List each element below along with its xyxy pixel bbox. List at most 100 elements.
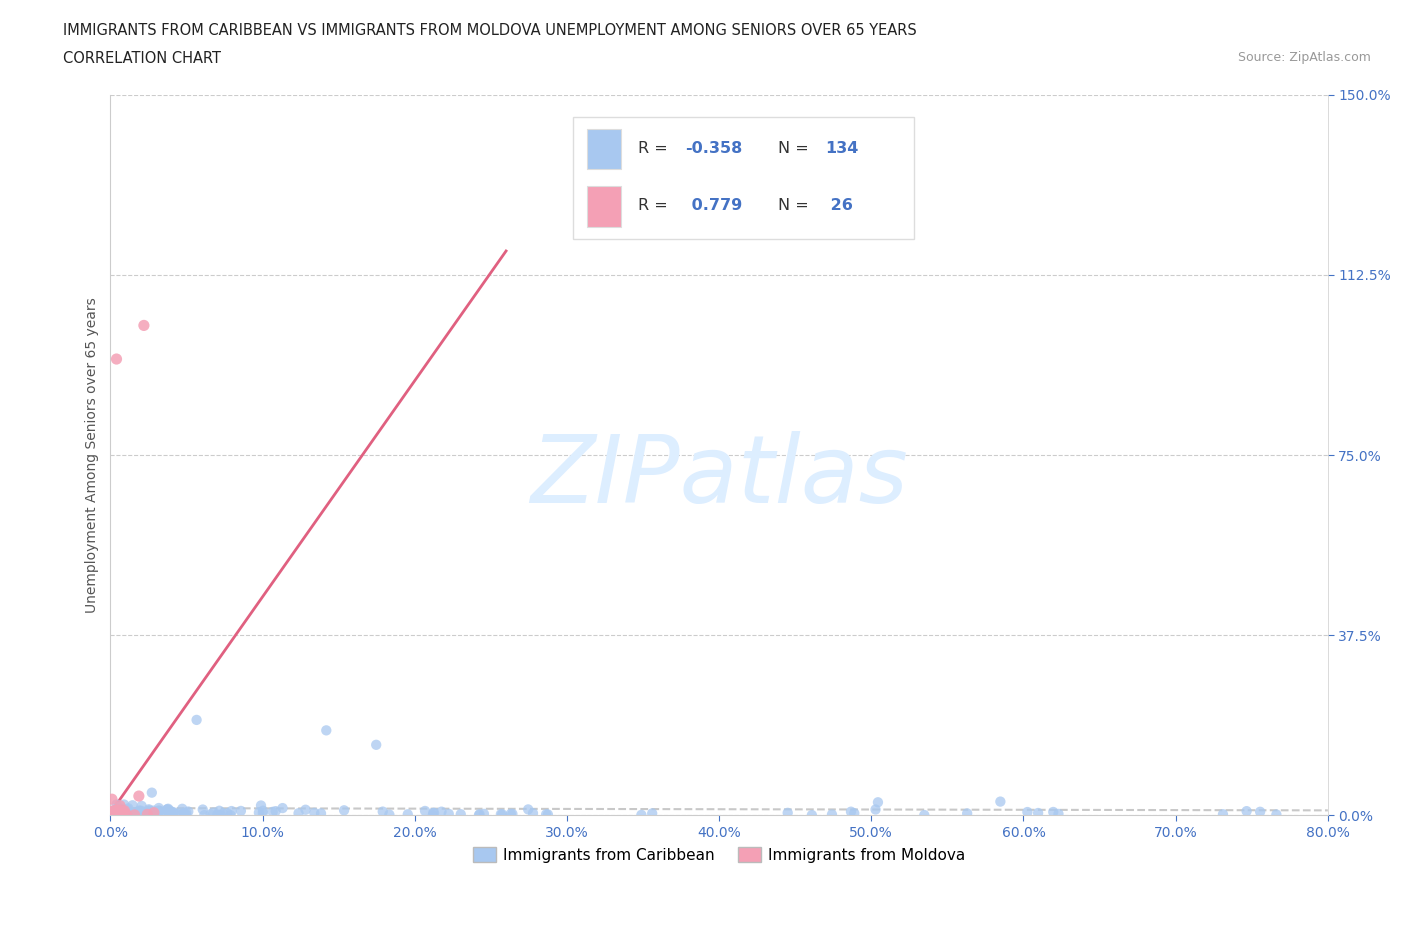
Point <box>202 805 225 820</box>
Point <box>107 800 129 815</box>
Point <box>221 804 243 818</box>
Point <box>159 805 181 820</box>
Point <box>121 798 143 813</box>
Point <box>131 807 153 822</box>
Point <box>262 804 284 819</box>
Point <box>174 807 197 822</box>
Point <box>146 806 169 821</box>
Point <box>128 804 150 818</box>
Point <box>105 352 128 366</box>
Point <box>111 807 134 822</box>
Point <box>108 804 131 818</box>
Point <box>105 803 128 817</box>
Point <box>422 805 444 820</box>
Point <box>112 805 135 820</box>
Point <box>110 802 132 817</box>
Point <box>174 805 197 820</box>
Point <box>287 805 309 820</box>
Point <box>1047 806 1070 821</box>
Point <box>200 807 222 822</box>
Point <box>138 803 160 817</box>
Point <box>422 807 444 822</box>
Point <box>124 807 146 822</box>
Point <box>776 805 799 820</box>
Point <box>1236 804 1258 818</box>
Point <box>148 804 170 818</box>
Point <box>157 806 180 821</box>
Point <box>101 806 124 821</box>
Point <box>468 807 491 822</box>
Point <box>107 804 129 819</box>
Point <box>105 797 128 812</box>
Point <box>162 805 184 820</box>
Point <box>489 806 512 821</box>
Point <box>821 807 844 822</box>
Point <box>125 805 148 820</box>
Point <box>136 807 159 822</box>
Point <box>101 804 124 818</box>
Point <box>141 785 163 800</box>
Point <box>1212 807 1234 822</box>
Point <box>131 808 153 823</box>
Point <box>117 802 139 817</box>
Point <box>247 805 270 820</box>
Point <box>127 806 149 821</box>
Point <box>157 802 180 817</box>
Point <box>1026 805 1049 820</box>
Text: CORRELATION CHART: CORRELATION CHART <box>63 51 221 66</box>
Point <box>162 804 184 819</box>
Point <box>105 804 128 819</box>
Point <box>101 807 124 822</box>
Point <box>107 807 129 822</box>
Point <box>315 723 337 737</box>
Point <box>186 712 208 727</box>
Point <box>117 805 139 820</box>
Point <box>264 804 287 818</box>
Point <box>131 799 153 814</box>
Point <box>522 805 544 820</box>
Point <box>413 804 436 818</box>
Point <box>208 804 231 818</box>
Point <box>101 807 124 822</box>
Point <box>108 807 131 822</box>
Point <box>468 807 491 822</box>
Point <box>271 801 294 816</box>
Point <box>148 801 170 816</box>
Point <box>1042 804 1064 819</box>
Point <box>134 805 156 820</box>
Point <box>145 807 167 822</box>
Point <box>534 807 557 822</box>
Point <box>108 798 131 813</box>
Point <box>839 804 862 819</box>
Point <box>865 802 887 817</box>
Point <box>430 804 453 819</box>
Point <box>128 804 150 818</box>
Point <box>304 805 326 820</box>
Point <box>912 807 935 822</box>
Point <box>173 805 195 820</box>
Legend: Immigrants from Caribbean, Immigrants from Moldova: Immigrants from Caribbean, Immigrants fr… <box>467 841 972 869</box>
Point <box>107 804 129 819</box>
Point <box>159 804 181 818</box>
Point <box>138 804 160 818</box>
Point <box>212 806 235 821</box>
Point <box>517 802 540 817</box>
Point <box>156 802 179 817</box>
Point <box>101 791 124 806</box>
Point <box>800 807 823 822</box>
Point <box>1017 804 1039 819</box>
Point <box>437 806 460 821</box>
Point <box>173 805 195 820</box>
Point <box>104 807 127 822</box>
Point <box>501 806 523 821</box>
Point <box>108 808 131 823</box>
Point <box>120 806 142 821</box>
Point <box>103 804 125 818</box>
Point <box>156 802 179 817</box>
Point <box>219 808 242 823</box>
Point <box>217 805 239 820</box>
Point <box>366 737 388 752</box>
Point <box>866 795 889 810</box>
Point <box>141 806 163 821</box>
Point <box>107 804 129 818</box>
